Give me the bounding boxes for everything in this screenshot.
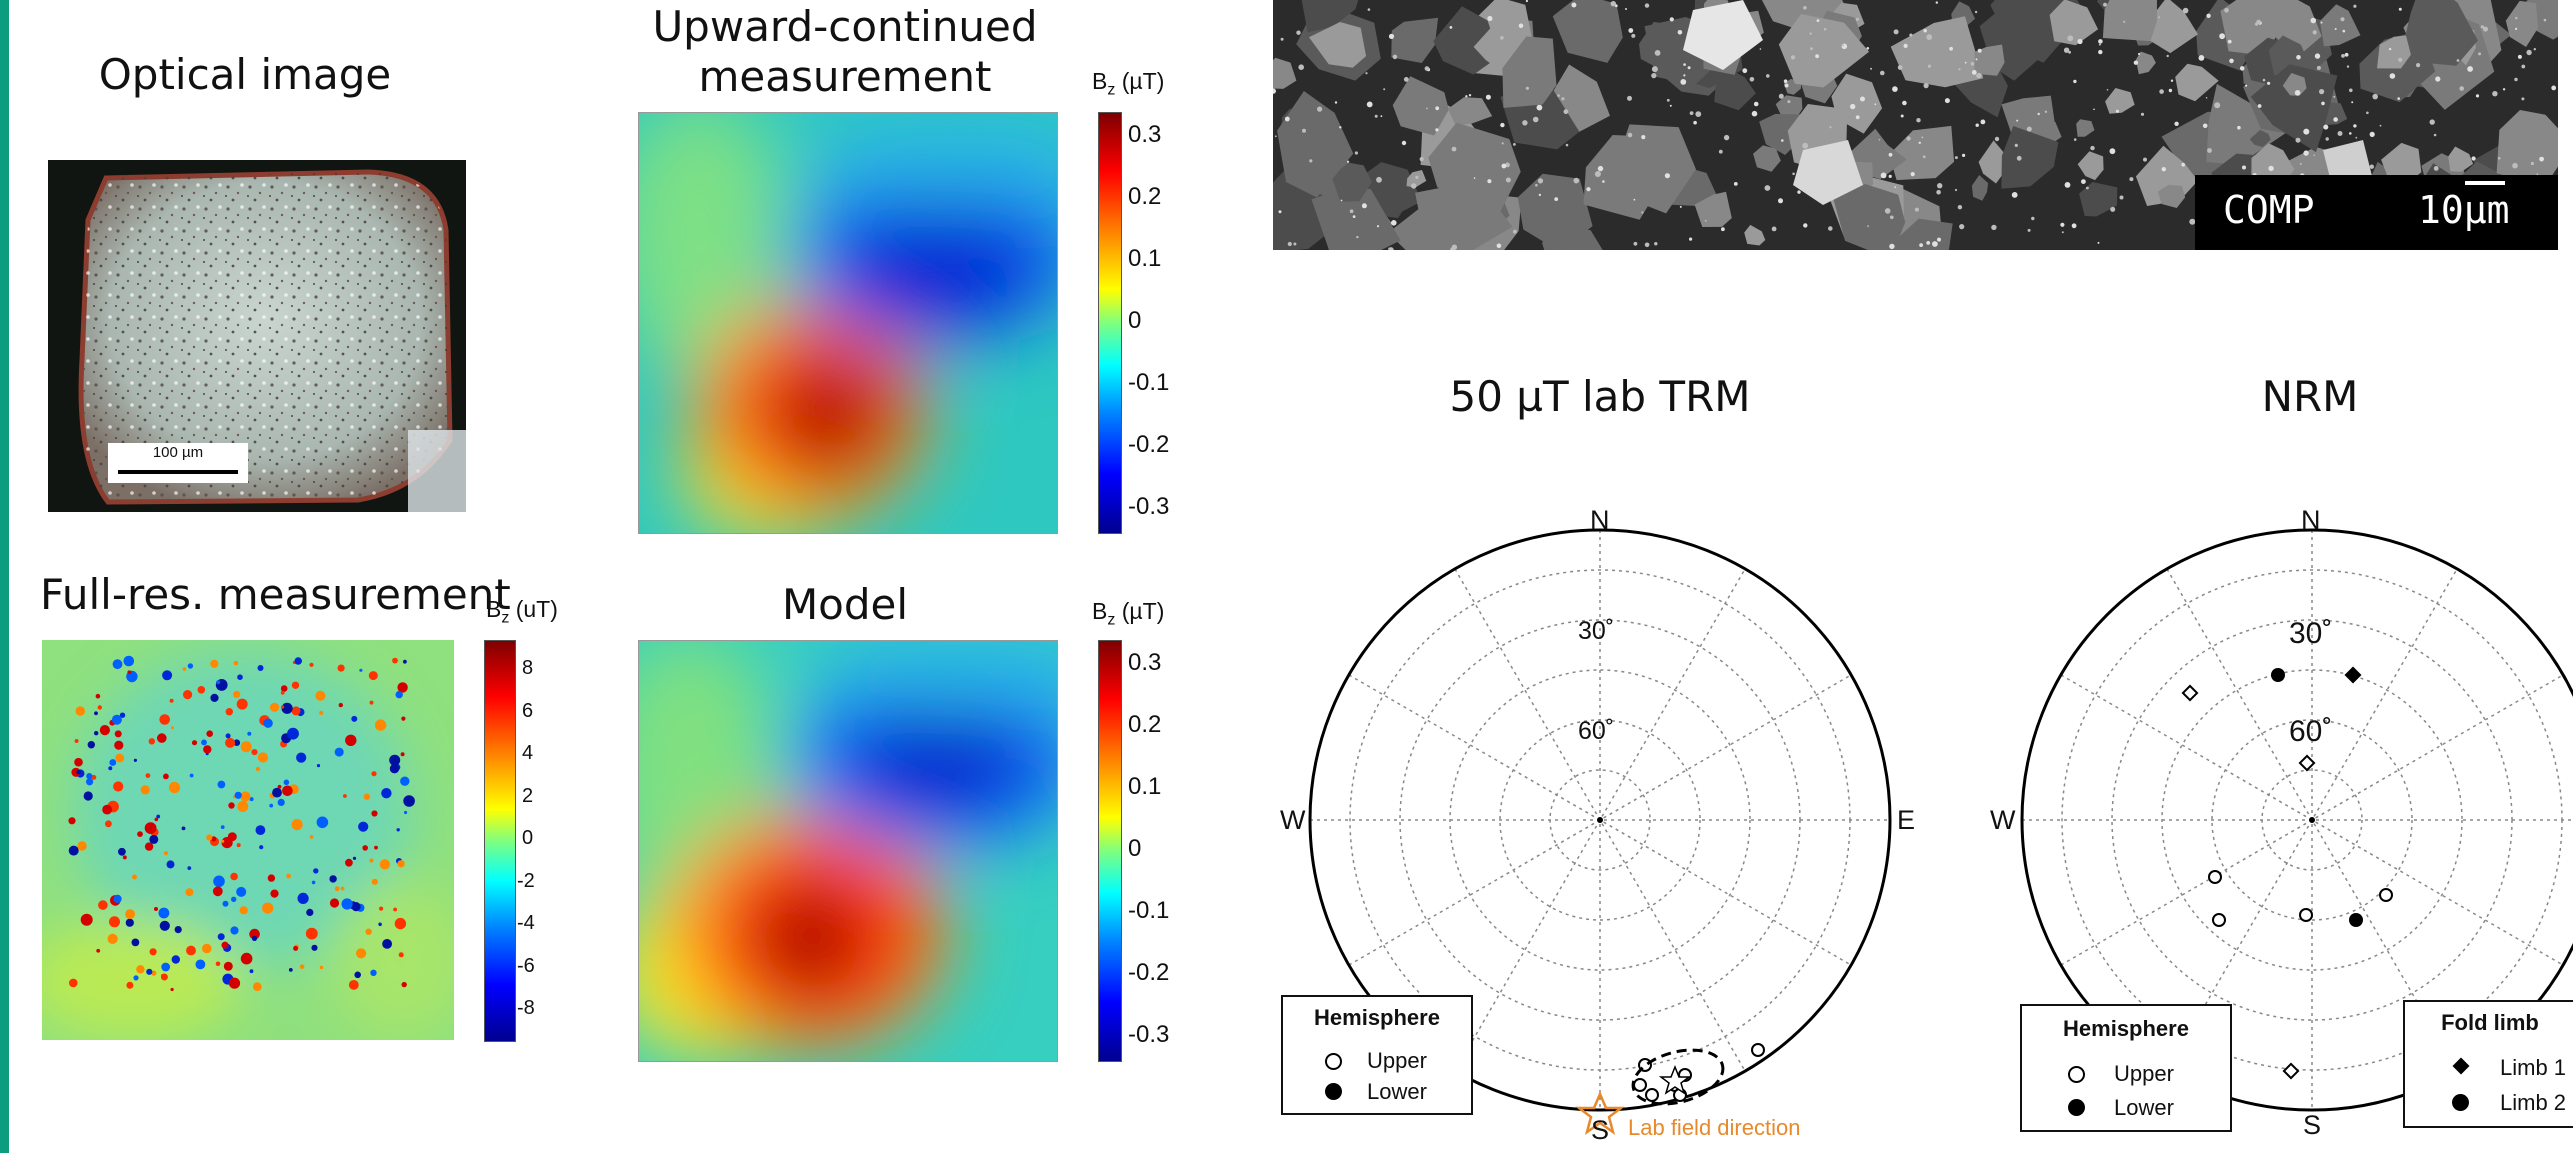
model-tick: -0.1 [1128, 897, 1170, 924]
fullres-tick: 8 [522, 657, 534, 679]
sem-scale-label: 10µm [2418, 188, 2510, 232]
model-title: Model [781, 580, 909, 629]
optical-scale-bar-label: 100 µm [152, 444, 204, 461]
trm-legend-title: Hemisphere [1314, 1005, 1440, 1030]
open-circle-icon [1325, 1053, 1342, 1070]
optical-image: 100 µm [48, 160, 466, 512]
trm-legend-upper: Upper [1367, 1048, 1427, 1073]
fullres-map [42, 640, 454, 1040]
upward-tick: -0.2 [1128, 431, 1170, 458]
trm-ring-30-label: 30˚ [1578, 617, 1615, 645]
nrm-west-label: W [1990, 805, 2016, 835]
fold-legend-limb2: Limb 2 [2500, 1090, 2567, 1115]
upward-map [638, 112, 1058, 534]
fullres-tick: 4 [522, 742, 534, 764]
nrm-legend-lower: Lower [2114, 1095, 2174, 1120]
fold-legend-title: Fold limb [2441, 1010, 2539, 1035]
fullres-tick: 6 [522, 700, 534, 722]
model-tick: -0.3 [1128, 1021, 1170, 1048]
upward-colorbar [1098, 112, 1122, 534]
nrm-legend-upper: Upper [2114, 1061, 2174, 1086]
model-tick: -0.2 [1128, 959, 1170, 986]
open-circle-icon [2068, 1066, 2085, 1083]
trm-ring-60-label: 60˚ [1578, 717, 1615, 745]
nrm-ring-60-label: 60˚ [2289, 715, 2333, 748]
upward-title-line2: measurement [698, 52, 992, 101]
sem-image: COMP 10µm [1273, 0, 2558, 250]
fullres-colorbar [484, 640, 516, 1042]
upward-colorbar-label: Bz (µT) [1092, 68, 1165, 99]
upward-title-line1: Upward-continued [652, 2, 1038, 51]
model-colorbar [1098, 640, 1122, 1062]
filled-circle-icon [1325, 1083, 1342, 1100]
filled-diamond-icon [2452, 1057, 2470, 1075]
sem-scale-bar [2465, 181, 2505, 185]
trm-stereonet: N S E W 30˚ 60˚ Lab field direction [1280, 505, 1920, 1145]
nrm-legend-title: Hemisphere [2063, 1016, 2189, 1041]
accent-bar [0, 0, 9, 1153]
model-tick: 0 [1128, 835, 1142, 862]
fullres-tick: -2 [517, 870, 535, 892]
model-tick: 0.2 [1128, 711, 1162, 738]
optical-title: Optical image [98, 50, 392, 99]
trm-title: 50 µT lab TRM [1449, 372, 1751, 421]
nrm-south-label: S [2303, 1110, 2322, 1140]
trm-north-label: N [1590, 505, 1610, 535]
filled-circle-icon [2452, 1094, 2469, 1111]
nrm-ring-30-label: 30˚ [2289, 617, 2333, 650]
nrm-hemisphere-legend: Hemisphere Upper Lower [2020, 1004, 2232, 1132]
fullres-title: Full-res. measurement [40, 570, 511, 619]
upward-tick: -0.3 [1128, 493, 1170, 520]
sem-label: COMP [2223, 188, 2315, 232]
fullres-tick: -4 [517, 912, 535, 934]
nrm-fold-limb-legend: Fold limb Limb 1 Limb 2 [2403, 1000, 2573, 1128]
trm-south-label: S [1591, 1115, 1610, 1145]
fullres-tick: 0 [522, 827, 534, 849]
filled-circle-icon [2068, 1099, 2085, 1116]
trm-legend-lower: Lower [1367, 1079, 1427, 1104]
upward-tick: 0 [1128, 307, 1142, 334]
model-tick: 0.1 [1128, 773, 1162, 800]
trm-hemisphere-legend: Hemisphere Upper Lower [1281, 995, 1473, 1115]
trm-lab-field-label: Lab field direction [1628, 1115, 1801, 1140]
upward-tick: -0.1 [1128, 369, 1170, 396]
nrm-stereonet: N S W 30˚ 60˚ [1990, 505, 2573, 1150]
trm-west-label: W [1280, 805, 1306, 835]
trm-east-label: E [1897, 805, 1916, 835]
fold-legend-limb1: Limb 1 [2500, 1055, 2567, 1080]
upward-tick: 0.2 [1128, 183, 1162, 210]
fullres-colorbar-label: Bz (uT) [486, 596, 558, 627]
fullres-tick: 2 [522, 785, 534, 807]
fullres-tick: -8 [517, 997, 535, 1019]
upward-tick: 0.3 [1128, 121, 1162, 148]
nrm-north-label: N [2301, 505, 2321, 535]
model-colorbar-label: Bz (µT) [1092, 598, 1165, 629]
nrm-title: NRM [2261, 372, 2359, 421]
fullres-tick: -6 [517, 955, 535, 977]
model-map [638, 640, 1058, 1062]
model-tick: 0.3 [1128, 649, 1162, 676]
upward-tick: 0.1 [1128, 245, 1162, 272]
